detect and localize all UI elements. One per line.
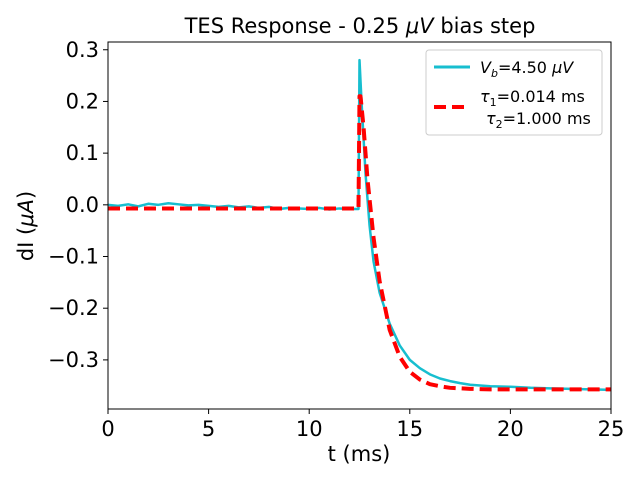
y-tick-label: 0.1 — [66, 141, 99, 165]
x-tick-label: 5 — [202, 417, 215, 441]
x-tick-label: 0 — [101, 417, 114, 441]
chart-title: TES Response - 0.25 μV bias step — [184, 14, 536, 38]
legend-label-fit-tau2: τ2=1.000 ms — [486, 109, 591, 131]
y-tick-label: −0.1 — [48, 245, 99, 269]
y-axis-label: dI (μA) — [14, 191, 38, 261]
y-axis: 0.3 0.2 0.1 0.0 −0.1 −0.2 −0.3 — [48, 38, 108, 372]
x-axis-label: t (ms) — [328, 442, 391, 466]
fit-series-line — [108, 94, 611, 392]
legend: Vb=4.50 μV τ1=0.014 ms τ2=1.000 ms — [425, 49, 603, 136]
x-tick-label: 25 — [598, 417, 625, 441]
plot-frame — [107, 41, 612, 410]
legend-label-data: Vb=4.50 μV — [480, 58, 574, 80]
y-tick-label: 0.0 — [66, 193, 99, 217]
x-tick-label: 10 — [296, 417, 323, 441]
y-tick-label: −0.2 — [48, 296, 99, 320]
legend-label-fit-tau1: τ1=0.014 ms — [480, 87, 585, 109]
series-layer — [108, 58, 611, 392]
legend-box — [425, 49, 603, 136]
y-tick-label: 0.2 — [66, 89, 99, 113]
x-tick-label: 15 — [396, 417, 423, 441]
y-tick-label: 0.3 — [66, 38, 99, 62]
x-tick-label: 20 — [497, 417, 524, 441]
x-axis: 0 5 10 15 20 25 — [101, 409, 624, 441]
y-tick-label: −0.3 — [48, 348, 99, 372]
